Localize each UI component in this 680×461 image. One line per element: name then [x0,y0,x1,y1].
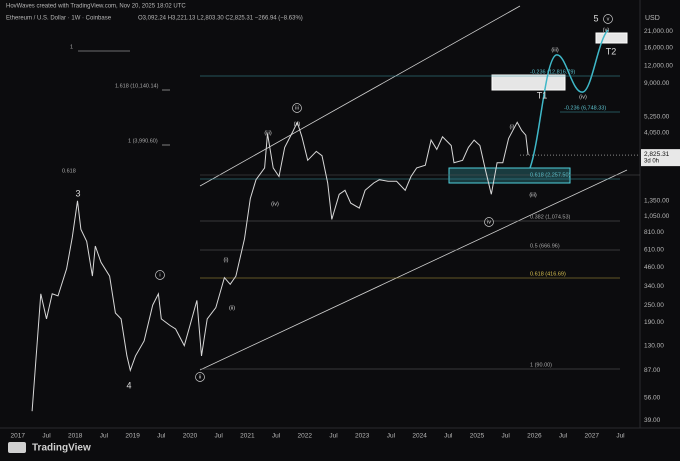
x-tick-label: 2021 [240,433,255,440]
x-tick-label: Jul [559,433,568,440]
fib-label: 0.618 (2,257.50) [530,172,571,178]
wave-label: (iv) [579,94,587,100]
x-tick-label: 2020 [183,433,198,440]
y-tick-label: 610.00 [644,247,664,254]
target-box [491,74,566,91]
y-tick-label: 5,250.00 [644,114,670,121]
wave-label: (i) [510,124,515,130]
y-tick-label: 250.00 [644,302,664,309]
wave-label: (iii) [264,130,271,136]
y-tick-label: 1,350.00 [644,198,670,205]
wave-circle [155,270,165,280]
y-tick-label: 340.00 [644,283,664,290]
channel-line [199,169,628,371]
countdown: 3d 0h [644,159,659,165]
x-tick-label: Jul [444,433,453,440]
x-tick-label: Jul [272,433,281,440]
wave-label: ii [199,374,201,380]
x-tick-label: Jul [387,433,396,440]
price-line [31,120,529,412]
wave-label: T1 [537,90,548,100]
x-tick-label: 2018 [68,433,83,440]
credit: HovWaves created with TradingView.com, N… [6,4,186,10]
wave-label: (v) [603,27,610,33]
y-tick-label: 12,000.00 [644,62,673,69]
fib-label: -0.236 (12,816.79) [530,69,575,75]
x-tick-label: Jul [502,433,511,440]
x-tick-label: Jul [100,433,109,440]
fib-label: 1 [70,44,73,50]
y-tick-label: 21,000.00 [644,28,673,35]
fib-label: 0.5 (666.96) [530,243,560,249]
logo: TradingView [32,443,91,454]
target-box [595,32,628,44]
fib-label: 0.382 (1,074.53) [530,214,571,220]
wave-label: iii [295,105,299,111]
projection-path [529,29,609,169]
wave-label: 4 [126,380,131,390]
y-tick-label: 56.00 [644,394,661,401]
x-tick-label: 2024 [412,433,427,440]
fib-label: 1 (90.00) [530,362,552,368]
wave-label: (iii) [529,192,536,198]
price-tag [641,149,680,167]
fib-label: 1.618 (10,140.14) [115,83,159,89]
wave-circle [195,372,205,382]
x-tick-label: 2025 [470,433,485,440]
y-tick-label: 1,050.00 [644,213,670,220]
y-tick-label: 39.00 [644,417,661,424]
x-tick-label: Jul [616,433,625,440]
wave-circle [292,103,302,113]
wave-label: (i) [224,257,229,263]
wave-label: iv [487,219,491,225]
wave-label: v [607,16,610,22]
fib-label: 1 (3,990.60) [128,138,158,144]
x-tick-label: Jul [157,433,166,440]
wave-label: (iii) [551,47,558,53]
wave-label: i [159,272,160,278]
x-tick-label: 2022 [298,433,313,440]
y-tick-label: 190.00 [644,319,664,326]
logo-icon [8,442,26,453]
wave-circle [484,217,494,227]
wave-circle [603,14,613,24]
symbol: Ethereum / U.S. Dollar · 1W · Coinbase [6,16,112,22]
x-tick-label: Jul [329,433,338,440]
fib-label: 0.618 (416.69) [530,271,566,277]
wave-label: (ii) [229,305,235,311]
fib-label: 0.618 [62,168,76,174]
currency: USD [645,15,660,22]
y-tick-label: 810.00 [644,229,664,236]
y-tick-label: 16,000.00 [644,45,673,52]
x-tick-label: Jul [42,433,51,440]
x-tick-label: 2023 [355,433,370,440]
fib-label: -0.236 (6,748.33) [564,105,606,111]
y-tick-label: 4,050.00 [644,130,670,137]
x-tick-label: 2017 [11,433,26,440]
wave-label: (v) [294,121,301,127]
wave-label: T2 [606,46,617,56]
y-tick-label: 460.00 [644,264,664,271]
wave-label: (iv) [271,201,279,207]
y-tick-label: 130.00 [644,342,664,349]
y-tick-label: 9,000.00 [644,80,670,87]
wave-label: 3 [75,188,80,198]
x-tick-label: Jul [215,433,224,440]
channel-line [199,5,521,187]
x-tick-label: 2027 [585,433,600,440]
ohlc: O3,092.24 H3,221.13 L2,803.30 C2,825.31 … [138,16,303,22]
x-tick-label: 2019 [125,433,140,440]
price-tag-label: 2,825.31 [644,151,670,158]
y-tick-label: 87.00 [644,367,661,374]
wave-label: 5 [593,13,598,23]
x-tick-label: 2026 [527,433,542,440]
